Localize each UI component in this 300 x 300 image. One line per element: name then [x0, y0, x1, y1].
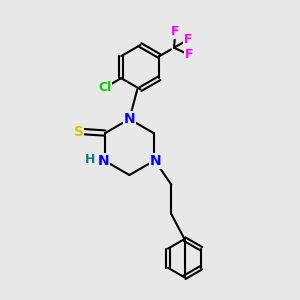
Text: F: F	[184, 48, 193, 61]
Text: F: F	[171, 25, 180, 38]
Text: N: N	[149, 154, 161, 168]
Text: S: S	[74, 124, 84, 139]
Text: Cl: Cl	[98, 81, 111, 94]
Text: H: H	[85, 153, 95, 166]
Text: N: N	[124, 112, 135, 126]
Text: N: N	[98, 154, 109, 168]
Text: F: F	[184, 33, 192, 46]
